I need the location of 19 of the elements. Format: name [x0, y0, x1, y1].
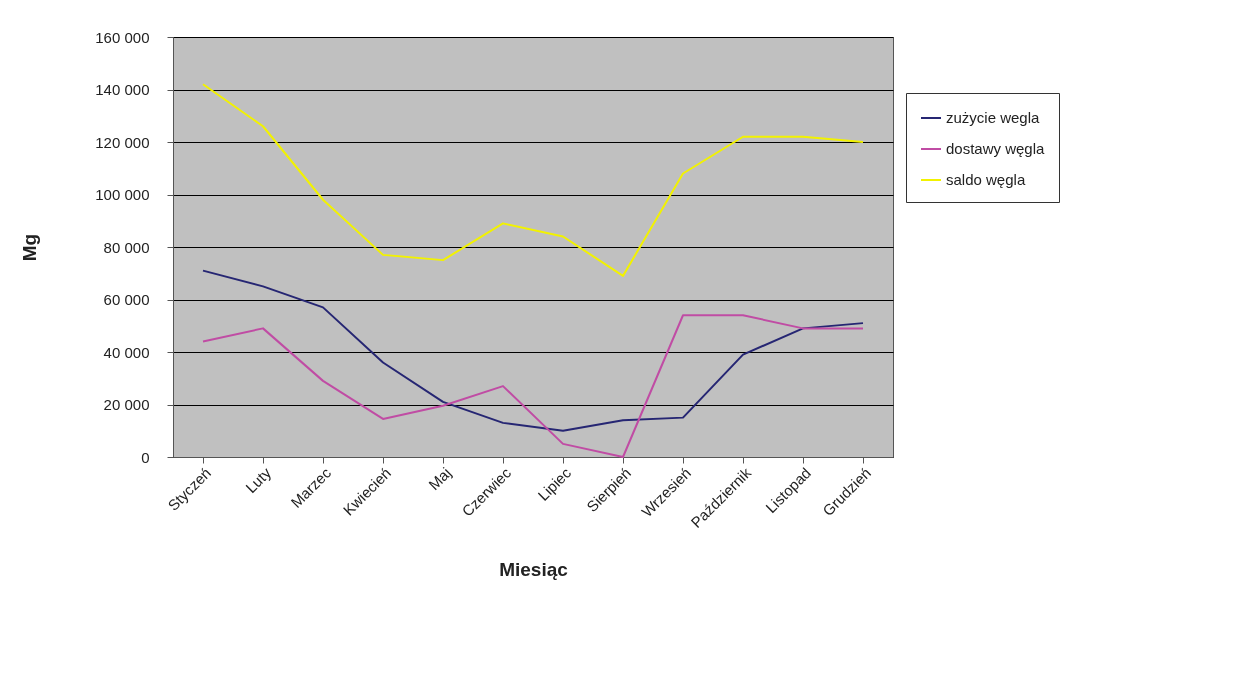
- y-tick-label: 140 000: [95, 81, 150, 98]
- legend-label: zużycie wegla: [946, 109, 1041, 126]
- y-tick-label: 0: [141, 448, 150, 466]
- x-tick-label: Maj: [424, 464, 455, 494]
- y-tick-label: 80 000: [103, 238, 150, 256]
- line-series: [202, 83, 864, 277]
- line-series: [202, 314, 864, 458]
- legend-label: dostawy węgla: [946, 140, 1046, 157]
- x-tick-label: Luty: [242, 463, 275, 497]
- y-tick-label: 120 000: [95, 133, 150, 151]
- y-tick-label: 100 000: [95, 186, 150, 203]
- y-tick-label: 160 000: [95, 28, 150, 46]
- legend-label: saldo węgla: [946, 171, 1026, 188]
- x-axis-title: Miesiąc: [499, 558, 569, 580]
- y-axis-title: Mg: [19, 233, 41, 262]
- y-tick-label: 40 000: [103, 343, 150, 361]
- y-tick-label: 20 000: [103, 396, 150, 413]
- line-series: [202, 269, 864, 432]
- y-tick-label: 60 000: [103, 291, 150, 308]
